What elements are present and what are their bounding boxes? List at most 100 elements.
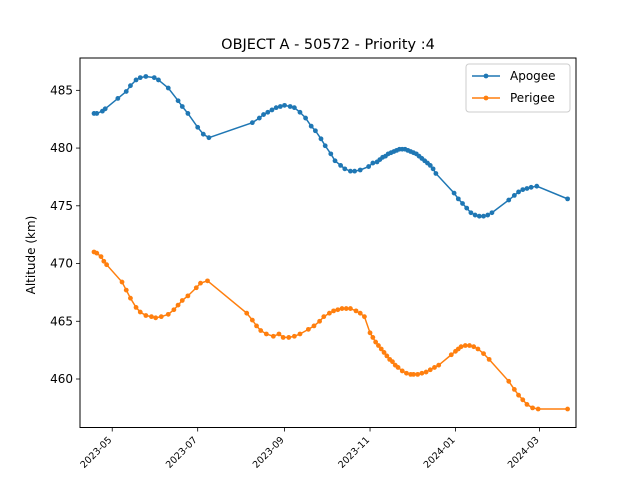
- apogee-point: [485, 212, 491, 218]
- perigee-point: [395, 365, 401, 370]
- perigee-point: [143, 313, 149, 318]
- y-tick-label: 470: [50, 257, 73, 271]
- perigee-point: [244, 310, 250, 316]
- perigee-point: [153, 315, 159, 321]
- y-tick-label: 480: [50, 141, 73, 155]
- apogee-point: [185, 111, 191, 116]
- apogee-point: [143, 74, 149, 79]
- apogee-point: [195, 124, 201, 130]
- x-tick-label: 2023-09: [251, 435, 287, 471]
- perigee-point: [376, 343, 381, 348]
- apogee-point: [303, 115, 308, 121]
- apogee-point: [115, 96, 121, 101]
- perigee-point: [467, 343, 472, 348]
- apogee-point: [370, 160, 376, 166]
- x-tick-label: 2024-01: [422, 435, 458, 471]
- apogee-point: [269, 107, 275, 113]
- apogee-point: [451, 190, 457, 196]
- y-axis: 460 465 470 475 480 485: [50, 83, 80, 386]
- perigee-point: [471, 344, 477, 350]
- perigee-point: [362, 314, 367, 320]
- y-tick-label: 465: [50, 314, 73, 328]
- apogee-point: [312, 128, 318, 134]
- apogee-point: [328, 151, 334, 157]
- apogee-point: [366, 164, 372, 169]
- apogee-point: [273, 105, 279, 111]
- legend: Apogee Perigee: [465, 63, 571, 113]
- perigee-point: [276, 331, 282, 337]
- perigee-point: [432, 365, 437, 370]
- perigee-point: [423, 369, 429, 375]
- perigee-point: [198, 280, 203, 286]
- perigee-point: [331, 308, 336, 314]
- legend-marker-apogee: [483, 73, 489, 79]
- perigee-point: [280, 335, 286, 340]
- apogee-point: [151, 75, 157, 81]
- apogee-point: [433, 171, 439, 176]
- x-axis: 2023-05 2023-07 2023-09 2023-11 2024-01 2024-…: [78, 427, 542, 471]
- apogee-point: [249, 120, 255, 126]
- x-tick-label: 2023-05: [78, 435, 114, 471]
- series-apogee: [91, 74, 570, 219]
- x-tick-label: 2023-11: [336, 435, 372, 471]
- legend-label-apogee: Apogee: [510, 69, 556, 83]
- perigee-point: [179, 298, 185, 303]
- apogee-point: [472, 212, 478, 218]
- y-tick-label: 460: [50, 372, 73, 386]
- perigee-point: [373, 339, 379, 345]
- perigee-point: [175, 302, 181, 308]
- y-axis-label: Altitude (km): [24, 216, 38, 295]
- apogee-point: [123, 89, 129, 94]
- apogee-point: [256, 115, 262, 121]
- apogee-point: [175, 98, 181, 104]
- apogee-point: [277, 104, 283, 109]
- legend-marker-perigee: [483, 95, 489, 101]
- apogee-point: [133, 77, 139, 83]
- perigee-point: [327, 310, 332, 316]
- perigee-point: [286, 335, 292, 340]
- perigee-point: [353, 308, 359, 314]
- apogee-point: [265, 109, 271, 115]
- perigee-point: [104, 262, 110, 268]
- perigee-point: [511, 387, 517, 392]
- perigee-point: [481, 351, 486, 356]
- apogee-point: [468, 210, 474, 216]
- apogee-point: [516, 189, 521, 195]
- perigee-point: [171, 307, 177, 313]
- apogee-point: [291, 105, 297, 111]
- apogee-point: [430, 166, 436, 172]
- apogee-point: [352, 168, 358, 174]
- perigee-point: [254, 323, 259, 329]
- perigee-point: [520, 397, 526, 403]
- apogee-point: [137, 75, 143, 81]
- perigee-point: [305, 326, 311, 332]
- series-perigee: [91, 249, 570, 412]
- perigee-point: [258, 328, 264, 333]
- apogee-point: [200, 131, 206, 137]
- perigee-point: [128, 295, 133, 301]
- perigee-point: [535, 406, 541, 412]
- perigee-point: [436, 362, 442, 368]
- perigee-point: [123, 287, 129, 293]
- perigee-point: [404, 370, 409, 376]
- apogee-point: [481, 213, 486, 219]
- x-tick-label: 2023-07: [164, 435, 200, 471]
- apogee-point: [357, 167, 363, 173]
- perigee-point: [384, 353, 390, 359]
- legend-label-perigee: Perigee: [510, 91, 555, 105]
- perigee-point: [399, 368, 405, 374]
- apogee-point: [489, 210, 495, 216]
- apogee-point: [464, 205, 470, 211]
- apogee-point: [348, 168, 353, 174]
- perigee-point: [133, 305, 139, 310]
- y-tick-label: 485: [50, 83, 73, 97]
- apogee-point: [476, 213, 482, 219]
- perigee-point: [297, 331, 303, 337]
- perigee-point: [185, 293, 191, 299]
- perigee-point: [475, 346, 481, 352]
- perigee-point: [516, 392, 521, 398]
- apogee-point: [318, 136, 324, 142]
- perigee-point: [370, 335, 376, 340]
- perigee-point: [158, 314, 164, 320]
- chart-title: OBJECT A - 50572 - Priority :4: [221, 37, 435, 53]
